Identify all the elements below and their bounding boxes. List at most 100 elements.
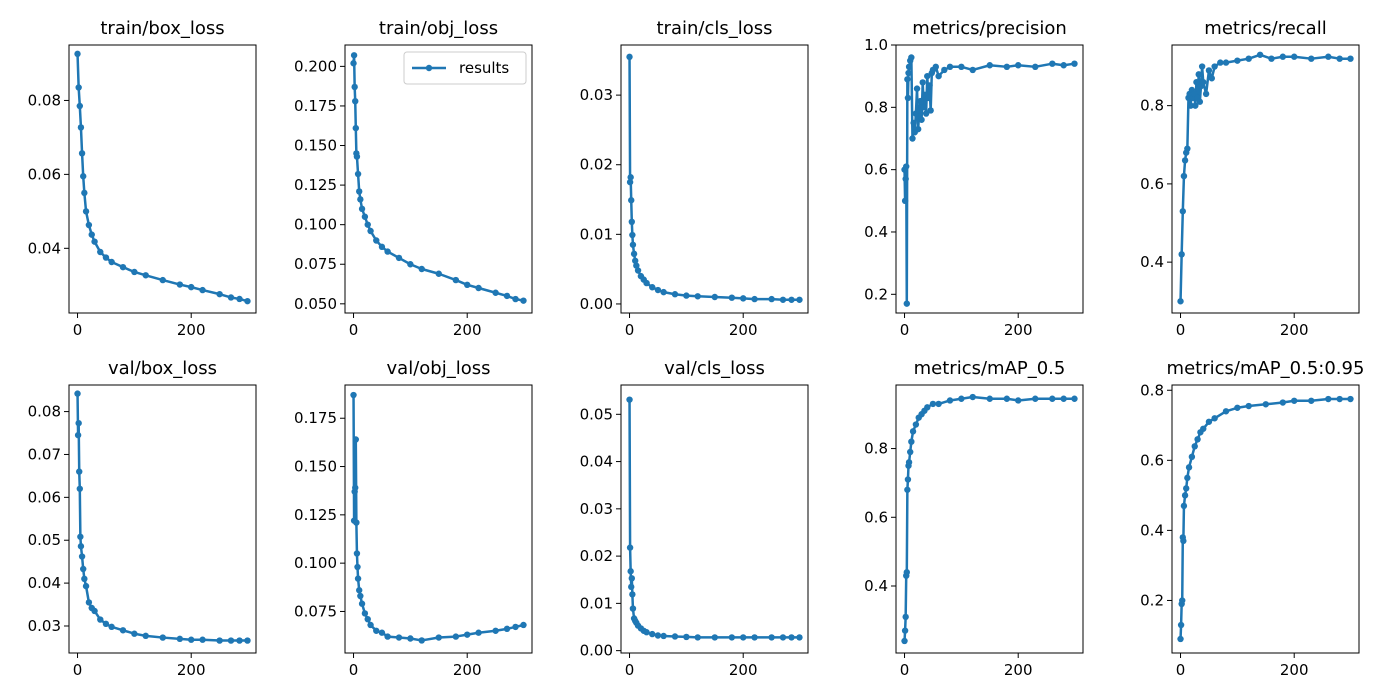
data-point bbox=[1071, 395, 1078, 402]
data-point bbox=[643, 279, 650, 287]
data-point bbox=[378, 243, 386, 251]
data-point bbox=[91, 238, 98, 245]
data-point bbox=[629, 591, 636, 598]
data-point bbox=[907, 448, 914, 456]
x-tick-label: 0 bbox=[73, 661, 83, 679]
data-point bbox=[903, 300, 910, 307]
y-tick-label: 0.175 bbox=[294, 97, 337, 115]
data-point bbox=[1032, 395, 1039, 402]
data-point bbox=[626, 396, 633, 403]
data-point bbox=[159, 276, 166, 284]
axes-frame bbox=[620, 384, 809, 654]
data-point bbox=[969, 66, 976, 74]
data-point bbox=[1325, 53, 1332, 60]
data-point bbox=[76, 468, 83, 475]
y-tick-label: 0.050 bbox=[294, 295, 337, 313]
data-point bbox=[244, 637, 251, 644]
series-line-results bbox=[76, 53, 248, 303]
x-tick-label: 0 bbox=[349, 321, 359, 339]
data-point bbox=[1015, 62, 1022, 69]
data-point bbox=[740, 295, 747, 302]
x-tick-label: 200 bbox=[1280, 321, 1309, 339]
data-point bbox=[512, 623, 519, 631]
data-point bbox=[1200, 78, 1207, 86]
data-point bbox=[78, 150, 86, 157]
x-tick-label: 200 bbox=[1004, 661, 1033, 679]
data-point bbox=[920, 104, 928, 111]
data-point bbox=[1308, 397, 1315, 404]
data-point bbox=[1181, 157, 1189, 164]
legend-label: results bbox=[459, 59, 509, 77]
y-tick-label: 0.2 bbox=[1140, 591, 1164, 609]
y-tick-label: 0.4 bbox=[864, 577, 888, 595]
y-tick-label: 0.03 bbox=[28, 617, 61, 635]
data-point bbox=[903, 569, 910, 576]
data-point bbox=[75, 419, 82, 427]
data-point bbox=[728, 294, 736, 301]
data-point bbox=[986, 395, 993, 402]
data-point bbox=[361, 213, 369, 220]
data-point bbox=[1347, 395, 1354, 403]
data-point bbox=[1060, 62, 1067, 69]
data-point bbox=[418, 637, 425, 644]
data-point bbox=[1178, 251, 1185, 258]
data-point bbox=[74, 390, 81, 397]
data-point bbox=[1205, 67, 1213, 74]
data-point bbox=[728, 634, 736, 641]
panel-title: train/cls_loss bbox=[656, 18, 772, 39]
data-point bbox=[102, 254, 110, 261]
data-point bbox=[1071, 60, 1078, 67]
data-point bbox=[1181, 492, 1189, 499]
axes-frame bbox=[344, 44, 533, 314]
data-point bbox=[395, 254, 403, 262]
data-point bbox=[654, 286, 662, 294]
data-point bbox=[199, 286, 206, 294]
axes-frame bbox=[1171, 384, 1360, 654]
data-point bbox=[199, 636, 206, 643]
data-point bbox=[1195, 71, 1202, 78]
y-tick-label: 0.150 bbox=[294, 137, 337, 155]
data-point bbox=[910, 119, 917, 127]
data-point bbox=[353, 519, 360, 526]
series-line-results bbox=[903, 395, 1075, 642]
data-point bbox=[1198, 63, 1206, 70]
panel-val-box-loss: val/box_loss 0 200 0.03 0.04 0.05 0.06 0.07 0.08 bbox=[28, 358, 257, 679]
y-tick-label: 0.075 bbox=[294, 602, 337, 620]
x-tick-label: 200 bbox=[729, 321, 758, 339]
data-point bbox=[97, 248, 104, 256]
data-point bbox=[407, 635, 414, 642]
data-point bbox=[108, 258, 115, 266]
data-point bbox=[796, 296, 803, 303]
data-point bbox=[626, 53, 633, 61]
data-point bbox=[904, 486, 911, 493]
data-point bbox=[378, 629, 386, 636]
panel-train-obj-loss: train/obj_loss 0 200 0.050 0.075 0.100 0.125 0.… bbox=[294, 18, 533, 339]
data-point bbox=[751, 295, 758, 303]
data-point bbox=[74, 50, 81, 58]
data-point bbox=[1003, 63, 1011, 71]
y-tick-label: 0.04 bbox=[28, 239, 61, 257]
data-point bbox=[768, 634, 775, 641]
data-point bbox=[353, 550, 361, 557]
data-point bbox=[216, 637, 223, 644]
panel-title: metrics/mAP_0.5:0.95 bbox=[1167, 358, 1365, 379]
data-point bbox=[660, 632, 667, 640]
data-point bbox=[142, 632, 149, 640]
y-tick-label: 0.8 bbox=[864, 440, 888, 458]
data-point bbox=[475, 284, 482, 292]
axes-frame bbox=[344, 384, 533, 654]
data-point bbox=[628, 197, 635, 204]
y-tick-label: 0.01 bbox=[580, 225, 613, 243]
data-point bbox=[629, 231, 636, 239]
axes-frame bbox=[620, 44, 809, 314]
data-point bbox=[958, 395, 965, 402]
y-tick-label: 0.02 bbox=[580, 156, 613, 174]
data-point bbox=[1185, 464, 1193, 471]
data-point bbox=[407, 261, 414, 268]
data-point bbox=[395, 634, 403, 641]
y-tick-label: 0.100 bbox=[294, 216, 337, 234]
data-point bbox=[634, 267, 642, 274]
data-point bbox=[902, 175, 909, 183]
data-point bbox=[649, 630, 656, 638]
data-point bbox=[643, 629, 650, 636]
